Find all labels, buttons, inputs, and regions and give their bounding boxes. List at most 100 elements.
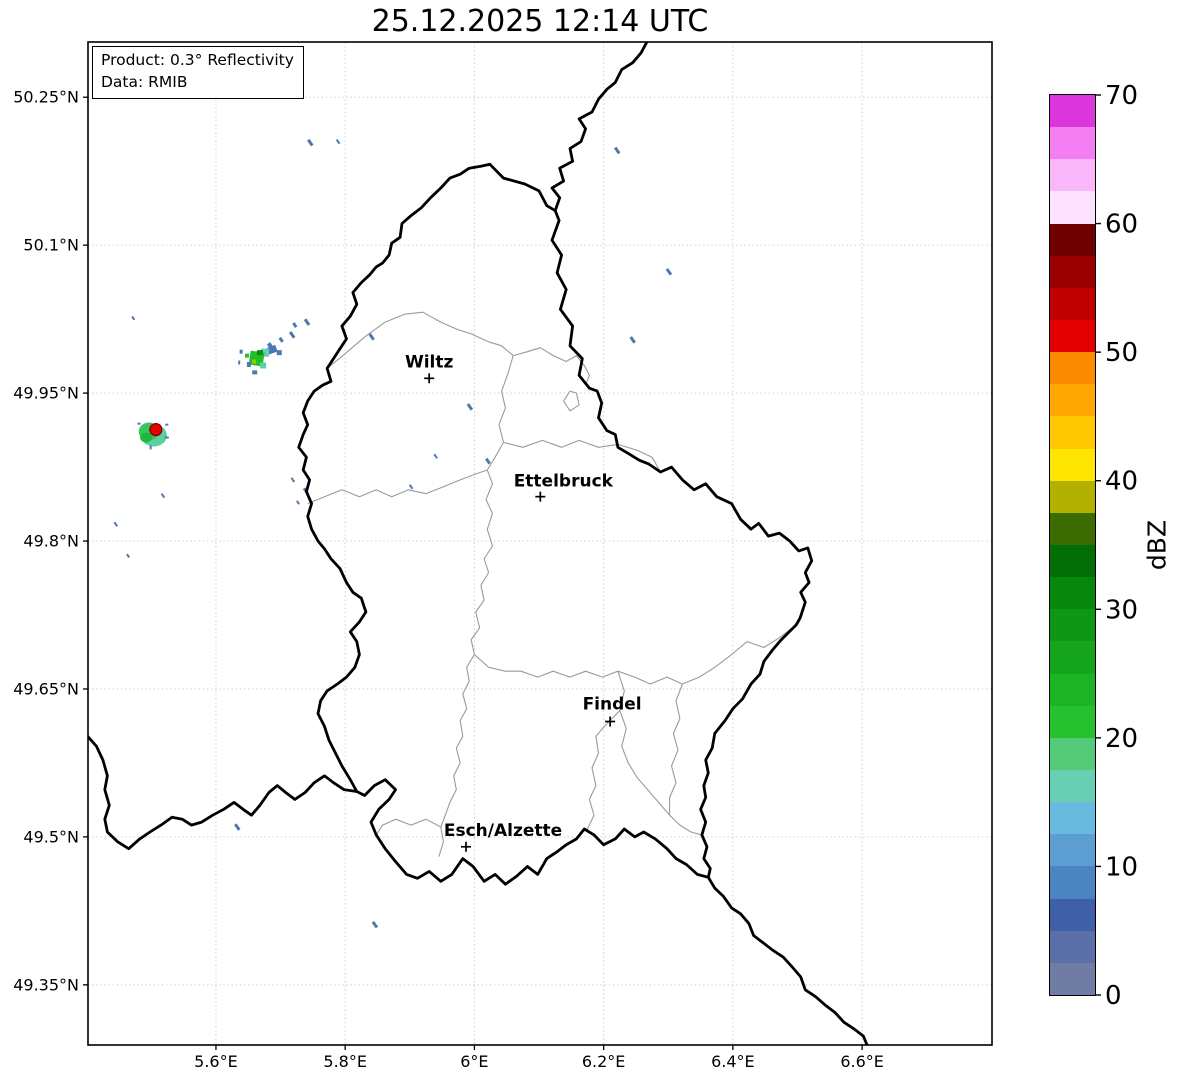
colorbar-band: [1050, 223, 1095, 256]
district-border-path: [307, 469, 488, 505]
radar-echo: [368, 333, 375, 341]
radar-echo: [140, 432, 153, 443]
colorbar-band: [1050, 930, 1095, 963]
product-line: Product: 0.3° Reflectivity: [101, 51, 294, 69]
radar-echo: [238, 360, 241, 365]
colorbar-band: [1050, 191, 1095, 224]
city-label: Esch/Alzette: [444, 821, 562, 841]
lon-tick-label: 6.4°E: [711, 1052, 755, 1071]
lat-tick-label: 49.95°N: [13, 384, 79, 403]
colorbar-axis-label: dBZ: [1142, 519, 1172, 571]
colorbar-band: [1050, 866, 1095, 899]
colorbar-band: [1050, 95, 1095, 128]
radar-echo: [303, 318, 311, 326]
district-border-path: [375, 818, 442, 836]
radar-echo: [252, 359, 257, 364]
district-border-path: [474, 624, 797, 685]
lat-tick-label: 50.25°N: [13, 88, 79, 107]
country-border-layer: [88, 42, 869, 1045]
radar-echo: [260, 362, 267, 369]
colorbar-band: [1050, 673, 1095, 706]
radar-echo: [335, 138, 341, 145]
radar-echo: [292, 322, 298, 328]
lat-tick-label: 49.5°N: [23, 827, 79, 846]
radar-echo: [252, 370, 258, 375]
colorbar-tick-label: 30: [1105, 595, 1138, 625]
colorbar-tick-label: 50: [1105, 338, 1138, 368]
colorbar-band: [1050, 802, 1095, 835]
radar-echo: [290, 477, 296, 483]
district-border-path: [563, 390, 580, 412]
colorbar-band: [1050, 480, 1095, 513]
radar-echo: [485, 457, 491, 465]
colorbar: [1049, 94, 1096, 996]
colorbar-band: [1050, 769, 1095, 803]
radar-echo: [665, 268, 673, 276]
radar-echo: [244, 353, 249, 358]
colorbar-band: [1050, 544, 1095, 578]
colorbar-band: [1050, 577, 1095, 610]
colorbar-band: [1050, 287, 1095, 320]
colorbar-band: [1050, 352, 1095, 385]
district-border-path: [669, 683, 684, 816]
lat-tick-label: 49.35°N: [13, 975, 79, 994]
colorbar-band: [1050, 319, 1095, 353]
radar-echo: [113, 521, 119, 527]
colorbar-band: [1050, 127, 1095, 160]
radar-echo: [165, 423, 169, 426]
country-border-path: [706, 875, 869, 1045]
radar-echo: [466, 403, 474, 411]
colorbar-band: [1050, 705, 1095, 738]
radar-echo: [296, 500, 300, 505]
data-source-line: Data: RMIB: [101, 72, 188, 91]
lon-tick-label: 6°E: [460, 1052, 488, 1071]
colorbar-tick-label: 10: [1105, 852, 1138, 882]
colorbar-band: [1050, 384, 1095, 417]
radar-echo-storm-core: [149, 422, 163, 437]
radar-echo: [307, 138, 314, 147]
city-label: Wiltz: [405, 352, 454, 372]
colorbar-band: [1050, 962, 1095, 995]
radar-echo: [629, 336, 636, 344]
district-border-layer: [307, 311, 797, 857]
lon-tick-label: 6.6°E: [840, 1052, 884, 1071]
colorbar-band: [1050, 898, 1095, 931]
colorbar-band: [1050, 255, 1095, 288]
colorbar-band: [1050, 834, 1095, 867]
colorbar-band: [1050, 512, 1095, 545]
radar-echo: [149, 445, 152, 450]
colorbar-band: [1050, 609, 1095, 642]
radar-echo: [288, 331, 296, 339]
colorbar-band: [1050, 416, 1095, 449]
lat-tick-label: 50.1°N: [23, 236, 79, 255]
country-border-path: [550, 42, 649, 212]
lon-tick-label: 6.2°E: [582, 1052, 626, 1071]
colorbar-band: [1050, 737, 1095, 770]
lat-tick-label: 49.65°N: [13, 679, 79, 698]
colorbar-tick-label: 40: [1105, 467, 1138, 497]
radar-echo: [234, 823, 241, 831]
country-border-path: [88, 734, 359, 851]
colorbar-tick-label: 70: [1105, 81, 1138, 111]
plot-title: 25.12.2025 12:14 UTC: [371, 4, 709, 39]
radar-echo-layer: [113, 138, 673, 929]
district-border-path: [438, 355, 514, 857]
radar-echo: [613, 146, 621, 155]
lon-tick-label: 5.6°E: [194, 1052, 238, 1071]
radar-echo: [164, 436, 169, 439]
colorbar-tick-label: 20: [1105, 724, 1138, 754]
lat-tick-label: 49.8°N: [23, 532, 79, 551]
city-layer: Wiltz Ettelbruck Findel Esch/Alzette: [405, 352, 642, 852]
colorbar-band: [1050, 448, 1095, 481]
city-label: Findel: [583, 695, 642, 715]
radar-echo: [408, 484, 414, 490]
radar-echo: [371, 920, 379, 929]
colorbar-band: [1050, 159, 1095, 192]
district-border-path: [326, 311, 590, 386]
district-border-path: [503, 439, 661, 473]
radar-echo: [131, 315, 136, 321]
radar-echo: [278, 336, 284, 343]
radar-echo: [433, 453, 438, 459]
